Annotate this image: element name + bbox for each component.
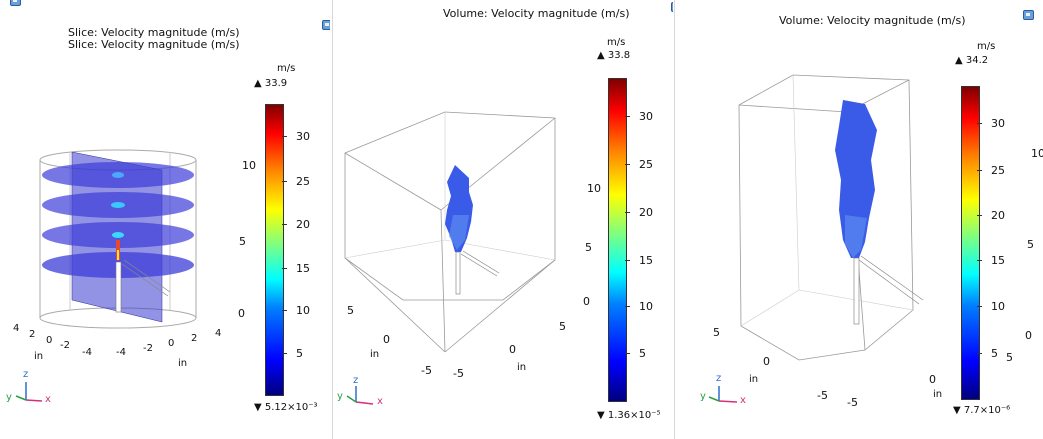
y-axis-unit: in — [933, 389, 943, 400]
y-axis-label: 5 — [559, 320, 566, 333]
triad-y-axis — [346, 395, 357, 403]
z-axis-label: 5 — [1006, 351, 1013, 364]
x-axis-label: 2 — [29, 329, 36, 340]
colorbar-tick: 10 — [977, 300, 1005, 313]
colorbar-min-label: ▼ 5.12×10⁻³ — [254, 402, 318, 413]
volume-plot-panel-2[interactable]: Volume: Velocity magnitude (m/s) m/s ▲ 3… — [674, 0, 1043, 439]
colorbar-tick: 5 — [282, 347, 303, 360]
volume-plot-canvas[interactable] — [675, 0, 1043, 439]
colorbar-min-label: ▼ 7.7×10⁻⁶ — [953, 405, 1011, 416]
colorbar-tick: 20 — [625, 206, 653, 219]
colorbar-tick: 5 — [977, 347, 998, 360]
x-axis-label: -5 — [421, 364, 432, 377]
triad-z-label: z — [353, 375, 359, 386]
colorbar-tick: 25 — [625, 158, 653, 171]
colorbar-tick: 10 — [625, 300, 653, 313]
triad-x-label: x — [45, 394, 51, 405]
colorbar-unit: m/s — [977, 41, 996, 52]
volume-plot-canvas[interactable] — [333, 0, 673, 439]
colorbar — [265, 104, 284, 396]
triad-x-label: x — [740, 395, 746, 406]
colorbar-max-label: ▲ 33.9 — [254, 78, 288, 89]
z-axis-label: 0 — [1025, 329, 1032, 342]
plot-subtitle: Slice: Velocity magnitude (m/s) — [68, 38, 240, 51]
colorbar-max-label: ▲ 34.2 — [955, 55, 989, 66]
y-axis-label: -5 — [453, 367, 464, 380]
triad-x-axis — [25, 399, 43, 402]
y-axis-label: -2 — [143, 343, 153, 354]
triad-z-label: z — [716, 373, 722, 384]
y-axis-label: -5 — [847, 396, 858, 409]
x-axis-label: 4 — [13, 323, 20, 334]
colorbar-unit: m/s — [277, 63, 296, 74]
x-axis-unit: in — [749, 374, 759, 385]
z-axis-label: 0 — [583, 295, 590, 308]
x-axis-label: -4 — [82, 347, 92, 358]
colorbar-min-label: ▼ 1.36×10⁻⁵ — [597, 410, 661, 421]
x-axis-label: 0 — [46, 335, 53, 346]
colorbar-tick: 25 — [977, 164, 1005, 177]
plot-settings-icon[interactable] — [1023, 10, 1034, 20]
colorbar-tick: 30 — [977, 117, 1005, 130]
colorbar-tick: 10 — [282, 304, 310, 317]
colorbar-max-label: ▲ 33.8 — [597, 50, 631, 61]
x-axis-unit: in — [34, 351, 44, 362]
z-axis-label: 5 — [1027, 238, 1034, 251]
x-axis-label: 0 — [763, 355, 770, 368]
y-axis-label: 4 — [215, 328, 222, 339]
y-axis-unit: in — [517, 362, 527, 373]
z-axis-label: 0 — [238, 307, 245, 320]
x-axis-label: 5 — [713, 326, 720, 339]
colorbar-tick: 30 — [282, 130, 310, 143]
z-axis-label: 5 — [239, 235, 246, 248]
colorbar-tick: 15 — [282, 262, 310, 275]
slice-plot-panel[interactable]: Slice: Velocity magnitude (m/s) Slice: V… — [0, 0, 330, 439]
x-axis-unit: in — [370, 349, 380, 360]
triad-y-label: y — [337, 391, 343, 402]
y-axis-label: 0 — [929, 373, 936, 386]
colorbar-tick: 5 — [625, 347, 646, 360]
z-axis-label: 10 — [1031, 147, 1043, 160]
x-axis-label: -5 — [817, 389, 828, 402]
colorbar-unit: m/s — [607, 37, 626, 48]
triad-x-label: x — [377, 396, 383, 407]
slice-plot-canvas[interactable] — [0, 0, 330, 439]
triad-z-label: z — [23, 369, 29, 380]
triad-y-label: y — [700, 391, 706, 402]
z-axis-label: 10 — [242, 159, 256, 172]
plot-settings-icon[interactable] — [671, 2, 673, 12]
colorbar-tick: 25 — [282, 175, 310, 188]
plot-settings-icon[interactable] — [322, 20, 330, 30]
colorbar-tick: 15 — [625, 254, 653, 267]
colorbar-tick: 20 — [282, 218, 310, 231]
colorbar-tick: 20 — [977, 209, 1005, 222]
triad-x-axis — [718, 400, 738, 403]
plot-title: Volume: Velocity magnitude (m/s) — [779, 14, 966, 27]
colorbar — [961, 86, 980, 400]
y-axis-label: -4 — [116, 347, 126, 358]
triad-x-axis — [355, 401, 374, 405]
colorbar-tick: 15 — [977, 254, 1005, 267]
colorbar — [608, 78, 627, 402]
y-axis-label: 2 — [191, 333, 198, 344]
y-axis-label: 0 — [509, 343, 516, 356]
y-axis-unit: in — [178, 358, 188, 369]
x-axis-label: 0 — [383, 333, 390, 346]
z-axis-label: 5 — [585, 241, 592, 254]
plot-title: Slice: Velocity magnitude (m/s) — [68, 26, 240, 39]
x-axis-label: -2 — [60, 340, 70, 351]
triad-y-axis — [15, 395, 27, 401]
triad-y-label: y — [6, 392, 12, 403]
triad-y-axis — [708, 396, 720, 402]
volume-plot-panel-1[interactable]: Volume: Velocity magnitude (m/s) m/s ▲ 3… — [332, 0, 673, 439]
colorbar-tick: 30 — [625, 110, 653, 123]
y-axis-label: 0 — [168, 338, 175, 349]
z-axis-label: 10 — [587, 182, 601, 195]
plot-settings-icon-top[interactable] — [10, 0, 21, 6]
plot-title: Volume: Velocity magnitude (m/s) — [443, 7, 630, 20]
x-axis-label: 5 — [347, 304, 354, 317]
